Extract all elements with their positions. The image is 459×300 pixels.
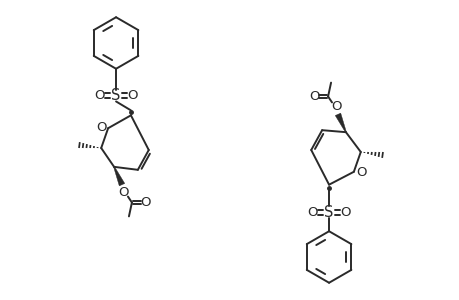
Text: O: O bbox=[96, 121, 106, 134]
Text: O: O bbox=[140, 196, 151, 209]
Text: O: O bbox=[340, 206, 350, 219]
Polygon shape bbox=[335, 113, 346, 132]
Text: O: O bbox=[128, 89, 138, 102]
Text: O: O bbox=[94, 89, 104, 102]
Text: O: O bbox=[330, 100, 341, 113]
Text: S: S bbox=[111, 88, 121, 103]
Text: O: O bbox=[306, 206, 317, 219]
Text: O: O bbox=[308, 90, 319, 103]
Text: O: O bbox=[118, 186, 129, 199]
Polygon shape bbox=[113, 167, 124, 186]
Text: S: S bbox=[324, 205, 333, 220]
Text: O: O bbox=[356, 166, 366, 179]
